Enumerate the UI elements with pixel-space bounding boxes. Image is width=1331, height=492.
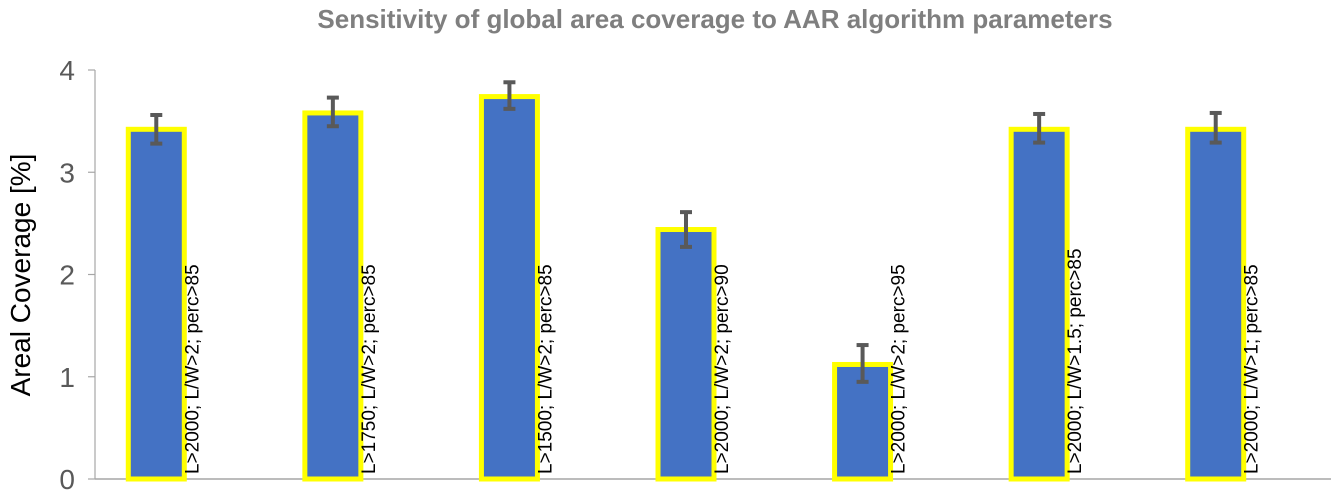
bar bbox=[302, 110, 364, 482]
y-axis-ticks: 0 1 2 3 4 bbox=[59, 55, 96, 492]
y-tick-label: 4 bbox=[59, 55, 75, 86]
y-tick-label: 3 bbox=[59, 157, 75, 188]
chart-title: Sensitivity of global area coverage to A… bbox=[317, 4, 1112, 34]
bar bbox=[125, 126, 187, 482]
y-tick-label: 0 bbox=[59, 464, 75, 492]
category-label: L>2000; L/W>2; perc>95 bbox=[889, 264, 910, 474]
category-label: L>1500; L/W>2; perc>85 bbox=[535, 264, 556, 474]
y-tick-label: 1 bbox=[59, 362, 75, 393]
bar bbox=[655, 227, 717, 482]
bar bbox=[1008, 126, 1070, 482]
bars-group: L>2000; L/W>2; perc>85 L>1750; L/W>2; per… bbox=[125, 80, 1263, 482]
y-axis-label: Areal Coverage [%] bbox=[5, 154, 36, 397]
category-label: L>2000; L/W>1.5; perc>85 bbox=[1065, 248, 1086, 474]
category-label: L>2000; L/W>1; perc>85 bbox=[1242, 264, 1263, 474]
category-label: L>2000; L/W>2; perc>85 bbox=[182, 264, 203, 474]
y-tick-label: 2 bbox=[59, 260, 75, 291]
bar bbox=[478, 94, 540, 482]
bar bbox=[1185, 126, 1247, 482]
category-label: L>2000; L/W>2; perc>90 bbox=[712, 264, 733, 474]
category-label: L>1750; L/W>2; perc>85 bbox=[359, 264, 380, 474]
